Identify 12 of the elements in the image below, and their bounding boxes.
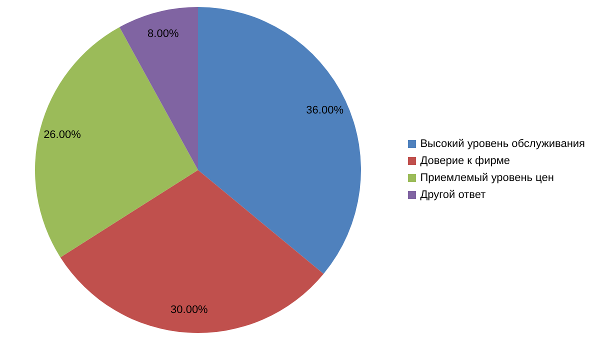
data-label: 30.00% [170, 304, 208, 316]
pie-slice [119, 7, 198, 170]
data-label: 8.00% [148, 28, 179, 40]
legend-label: Доверие к фирме [420, 155, 510, 167]
legend-label: Другой ответ [420, 189, 486, 201]
pie-slice [60, 170, 324, 333]
legend-label: Приемлемый уровень цен [420, 172, 554, 184]
legend-label: Высокий уровень обслуживания [420, 138, 585, 150]
pie-slice [198, 7, 361, 274]
data-label: 36.00% [306, 104, 344, 116]
pie-slice [35, 27, 198, 258]
data-label: 26.00% [44, 129, 82, 142]
